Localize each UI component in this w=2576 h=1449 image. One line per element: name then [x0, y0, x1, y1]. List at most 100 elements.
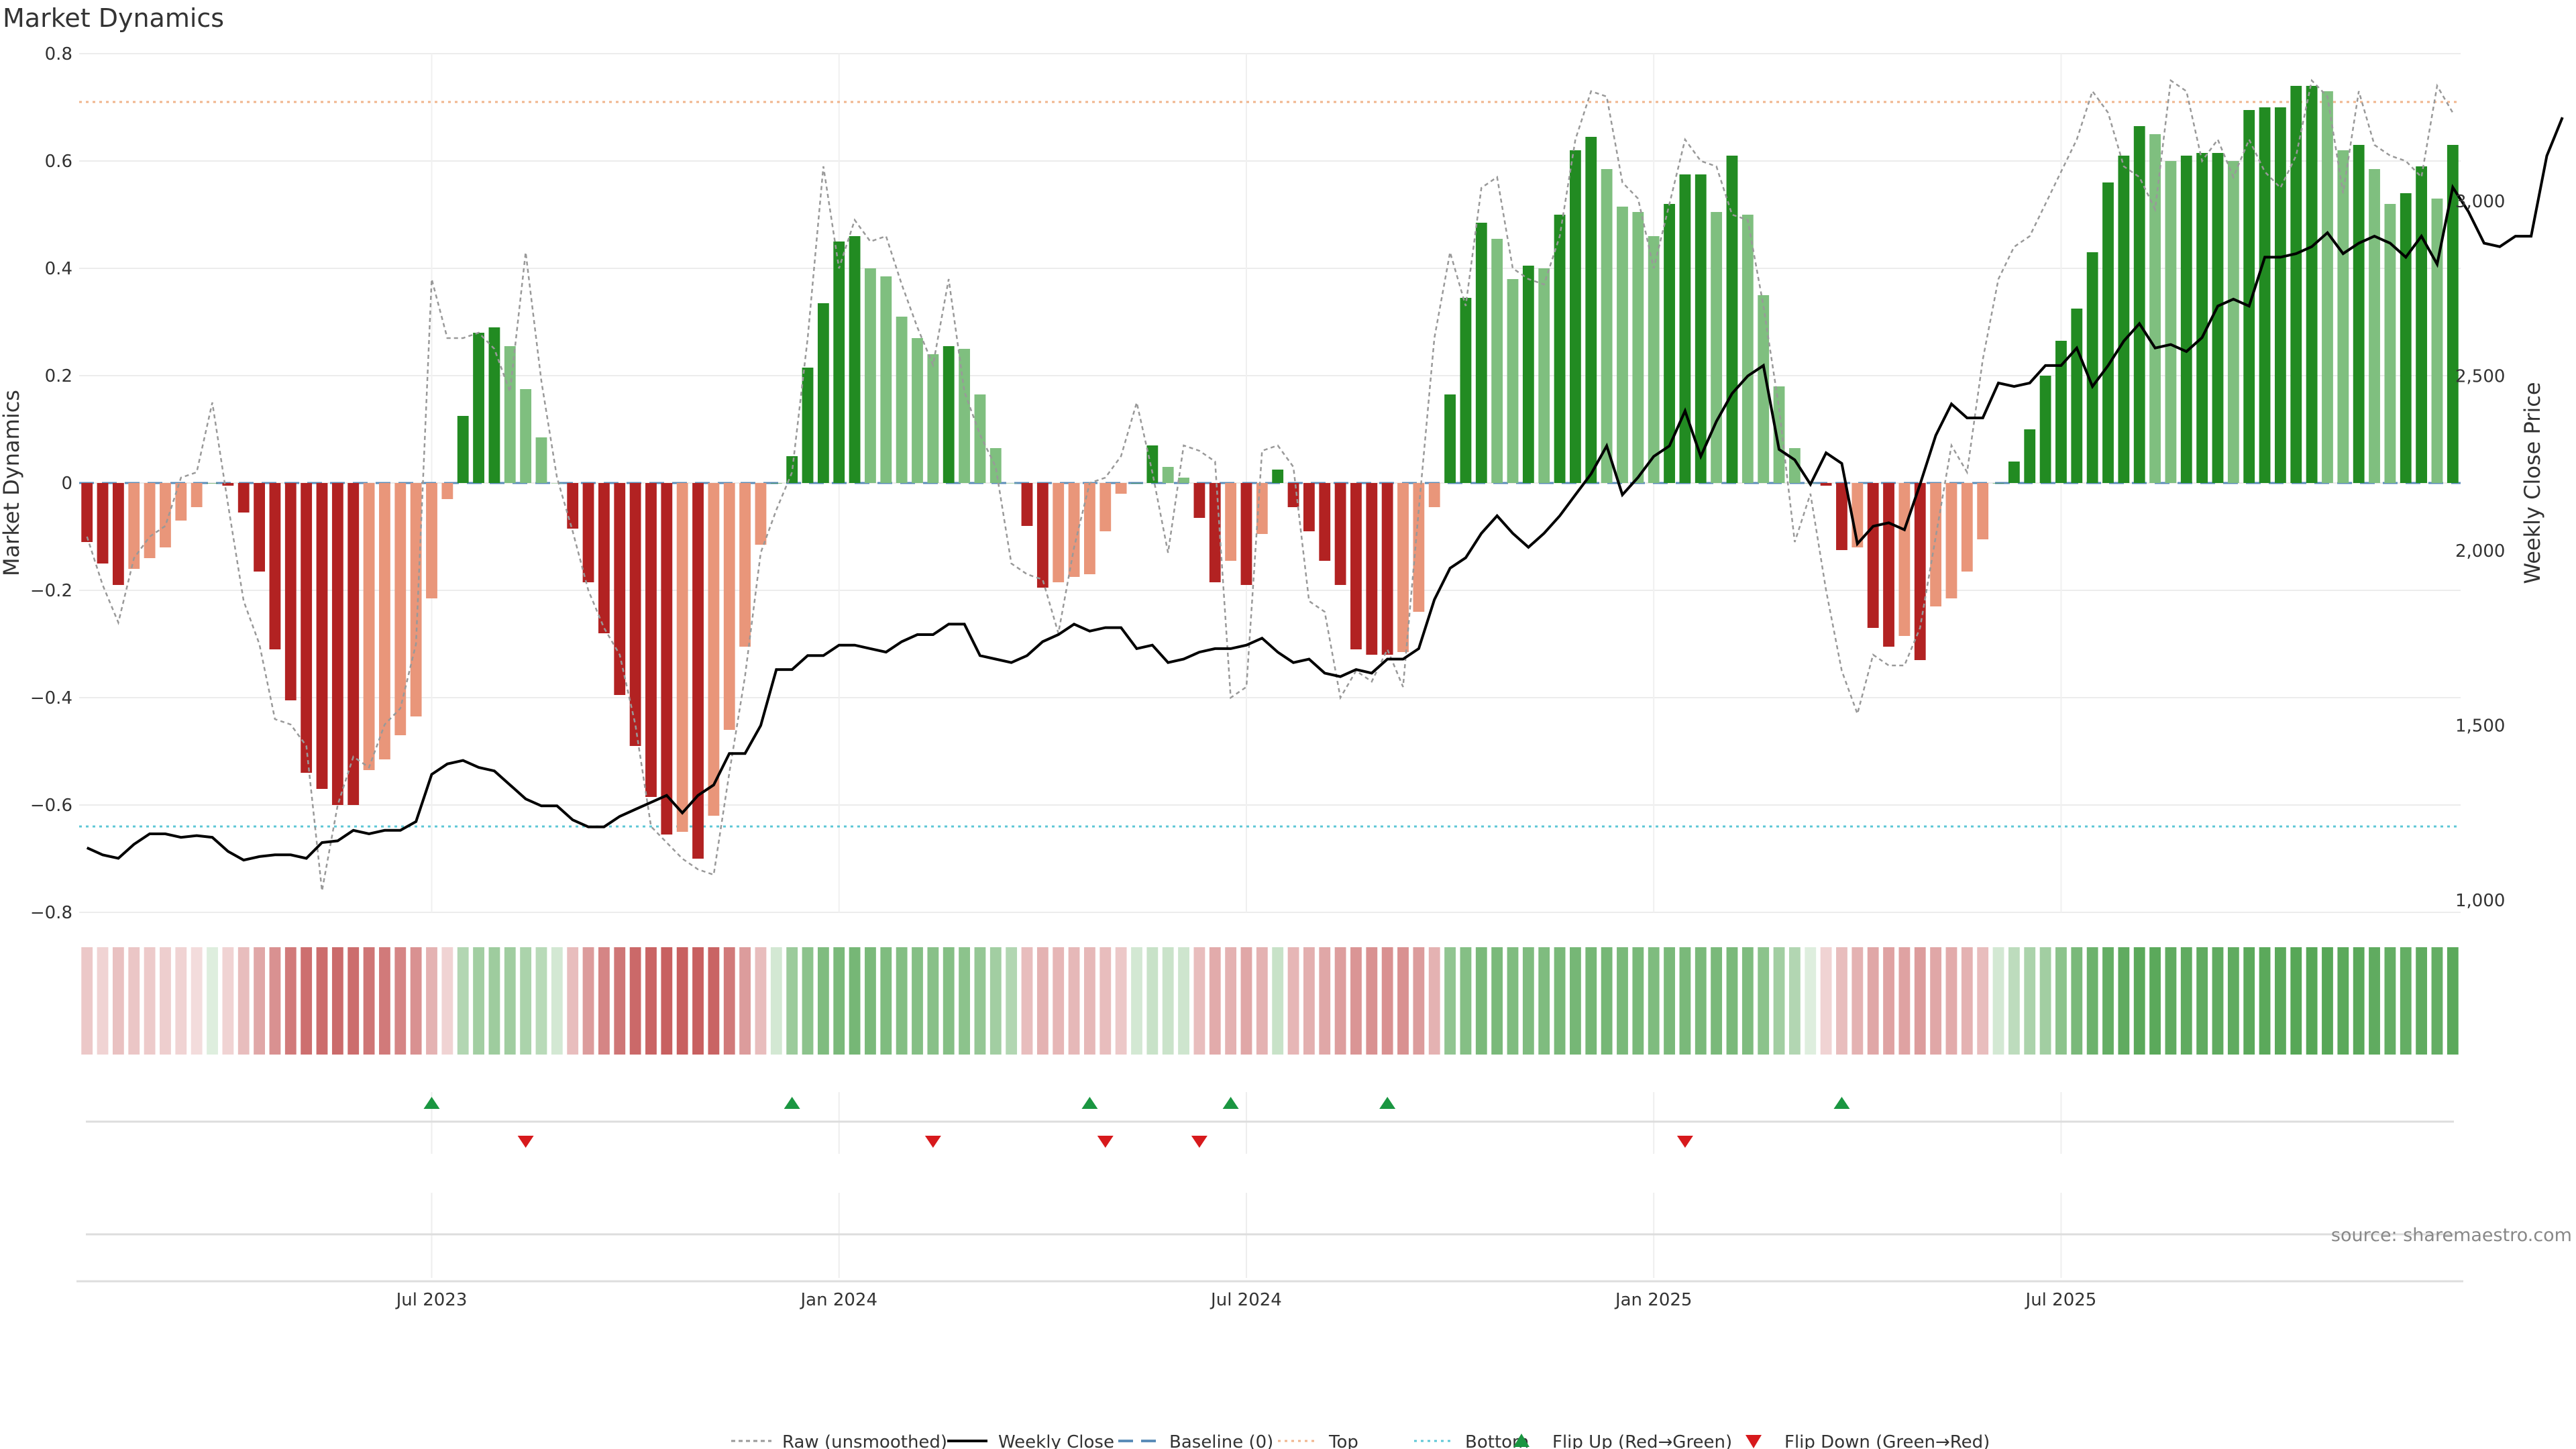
heat-cell	[567, 947, 579, 1055]
heat-cell	[2227, 947, 2239, 1055]
heat-cell	[175, 947, 187, 1055]
heat-cell	[1036, 947, 1049, 1055]
heat-cell	[849, 947, 861, 1055]
heat-cell	[551, 947, 563, 1055]
bar	[2086, 252, 2098, 483]
bar	[1695, 174, 1707, 483]
bar	[1538, 268, 1550, 483]
raw-line	[86, 78, 2454, 892]
bar	[535, 437, 547, 483]
heat-cell	[1538, 947, 1550, 1055]
heat-cell	[1428, 947, 1440, 1055]
heat-cell	[1240, 947, 1252, 1055]
bar	[222, 483, 234, 486]
heat-cell	[1303, 947, 1315, 1055]
bar	[1741, 215, 1754, 483]
heat-cell	[160, 947, 171, 1055]
heat-cell	[1851, 947, 1864, 1055]
heat-cell	[535, 947, 547, 1055]
heat-cell	[2180, 947, 2192, 1055]
bar	[1522, 266, 1534, 483]
bar	[144, 483, 156, 558]
chart-title: Market Dynamics	[3, 3, 224, 33]
bar	[2196, 153, 2208, 483]
heat-cell	[2416, 947, 2428, 1055]
heat-cell	[1867, 947, 1879, 1055]
bar	[331, 483, 343, 805]
heat-cell	[1773, 947, 1785, 1055]
bar	[1758, 295, 1770, 483]
bar	[1068, 483, 1080, 577]
bar	[81, 483, 93, 542]
heat-cell	[457, 947, 469, 1055]
bar	[316, 483, 328, 789]
bar	[347, 483, 360, 805]
bar	[723, 483, 735, 730]
heat-cell	[2384, 947, 2396, 1055]
heat-cell	[144, 947, 156, 1055]
heat-cell	[1617, 947, 1628, 1055]
heat-cell	[1898, 947, 1911, 1055]
bar	[473, 333, 484, 483]
bar	[927, 354, 939, 483]
heat-cell	[1741, 947, 1754, 1055]
heat-cell	[2196, 947, 2208, 1055]
bar	[1240, 483, 1252, 585]
heat-cell	[974, 947, 986, 1055]
heat-cell	[363, 947, 375, 1055]
legend-label: Top	[1328, 1432, 1358, 1449]
bar	[1006, 483, 1018, 484]
bar	[1914, 483, 1926, 660]
heat-cell	[1381, 947, 1393, 1055]
bar	[661, 483, 673, 835]
bar	[1585, 137, 1597, 483]
bar	[160, 483, 171, 547]
bar	[2447, 145, 2459, 483]
heat-cell	[1554, 947, 1566, 1055]
heat-cell	[1914, 947, 1926, 1055]
bar	[614, 483, 626, 695]
heat-cell	[2212, 947, 2224, 1055]
heat-cell	[614, 947, 626, 1055]
heat-cell	[1788, 947, 1801, 1055]
bar	[1992, 483, 2004, 484]
bar	[1491, 239, 1503, 483]
bar	[175, 483, 187, 521]
heat-cell	[1758, 947, 1770, 1055]
heat-cell	[1084, 947, 1095, 1055]
heat-cell	[269, 947, 281, 1055]
bar	[488, 327, 500, 483]
left-tick-label: 0.8	[45, 44, 72, 64]
bar	[1036, 483, 1049, 588]
heat-cell	[2165, 947, 2177, 1055]
heat-cell	[645, 947, 657, 1055]
bar	[128, 483, 140, 569]
bar	[1225, 483, 1237, 561]
heat-cell	[2447, 947, 2459, 1055]
source-note: source: sharemaestro.com	[2331, 1225, 2572, 1246]
bar	[2337, 150, 2349, 483]
bar	[1820, 483, 1832, 486]
legend-flip-down-swatch	[1746, 1435, 1762, 1448]
bar	[598, 483, 610, 633]
heat-cell	[2149, 947, 2161, 1055]
bar	[1162, 467, 1174, 483]
bar	[551, 483, 563, 484]
left-y-ticks: 0.8 0.6 0.4 0.2 0 −0.2 −0.4 −0.6 −0.8	[30, 44, 72, 923]
bar	[394, 483, 407, 735]
left-axis-label: Market Dynamics	[0, 390, 24, 576]
bar	[1648, 236, 1660, 483]
heat-cell	[504, 947, 516, 1055]
bar	[833, 241, 845, 483]
bar	[1475, 223, 1487, 483]
bar	[1178, 478, 1189, 483]
bar	[284, 483, 297, 700]
heat-cell	[582, 947, 594, 1055]
bar	[567, 483, 579, 529]
bar	[1836, 483, 1847, 550]
heat-cell	[1099, 947, 1112, 1055]
bar	[1664, 204, 1675, 483]
heat-cell	[2259, 947, 2271, 1055]
bar	[254, 483, 265, 572]
bar	[755, 483, 767, 545]
